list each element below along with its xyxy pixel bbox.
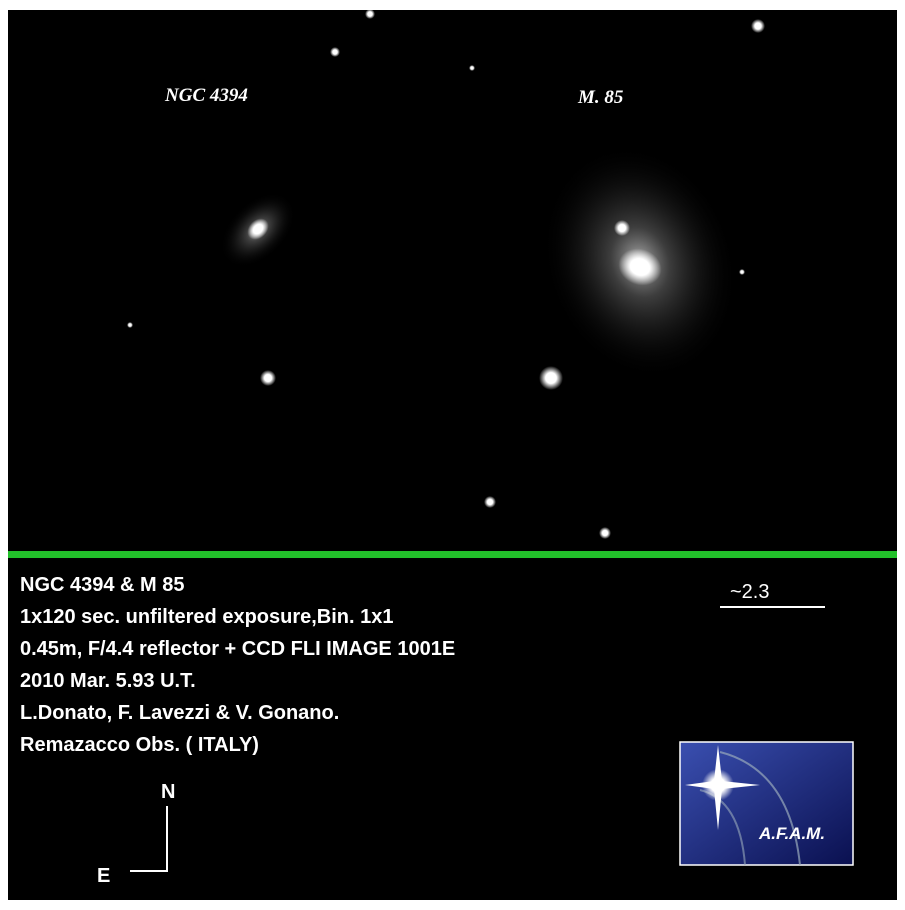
galaxy-label: NGC 4394 — [164, 85, 248, 106]
caption-line: L.Donato, F. Lavezzi & V. Gonano. — [20, 702, 339, 724]
caption-line: NGC 4394 & M 85 — [20, 574, 185, 596]
divider — [8, 551, 897, 558]
caption-line: 0.45m, F/4.4 reflector + CCD FLI IMAGE 1… — [20, 638, 455, 660]
compass-east: E — [97, 865, 110, 887]
logo: A.F.A.M. — [680, 742, 853, 865]
caption-line: 1x120 sec. unfiltered exposure,Bin. 1x1 — [20, 606, 394, 628]
image: NGC 4394 M. 85 NGC 4394 & M 85 1x120 sec… — [0, 0, 905, 910]
caption-line: 2010 Mar. 5.93 U.T. — [20, 670, 196, 692]
caption-line: Remazacco Obs. ( ITALY) — [20, 734, 259, 756]
compass-north: N — [161, 781, 175, 803]
logo-text: A.F.A.M. — [758, 824, 825, 843]
scale-label: ~2.3 — [730, 581, 769, 603]
page: NGC 4394 M. 85 NGC 4394 & M 85 1x120 sec… — [0, 0, 905, 910]
galaxy-label: M. 85 — [577, 87, 624, 108]
